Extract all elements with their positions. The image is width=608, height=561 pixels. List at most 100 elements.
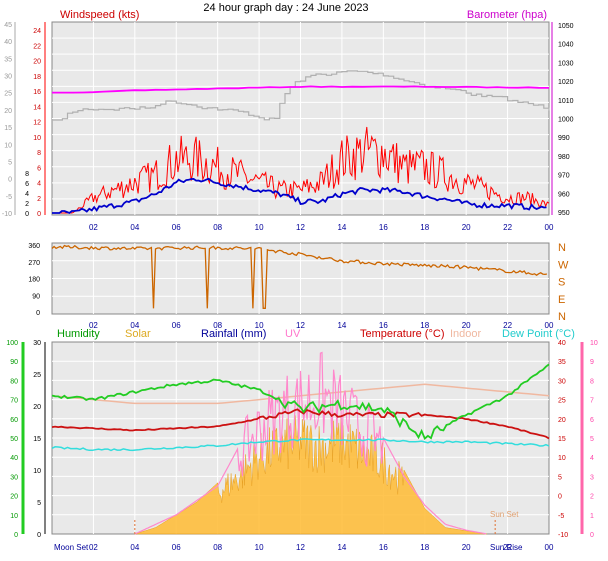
x-tick-label: 04 <box>130 223 139 232</box>
grey-tick-label: 40 <box>4 39 12 46</box>
x-tick-label: 08 <box>213 321 222 330</box>
humidity-tick-label: 0 <box>14 532 18 539</box>
temperature-tick-label: 40 <box>558 340 566 347</box>
x-tick-label: 04 <box>130 321 139 330</box>
rain-tick-label: 5 <box>37 500 41 507</box>
humidity-tick-label: 50 <box>10 436 18 443</box>
left-tick-label: 18 <box>33 74 41 81</box>
grey-tick-label: 5 <box>8 159 12 166</box>
x-tick-label: 16 <box>379 223 388 232</box>
left-tick-label: 10 <box>33 135 41 142</box>
solar-label: Solar <box>125 328 151 340</box>
x-tick-label: 18 <box>420 321 429 330</box>
grey-tick-label: -10 <box>2 211 12 218</box>
right-tick-label: 990 <box>558 135 570 142</box>
humidity-tick-label: 40 <box>10 455 18 462</box>
x-tick-label: 02 <box>89 543 98 552</box>
x-tick-label: 14 <box>337 223 346 232</box>
x-tick-label: 00 <box>545 223 554 232</box>
series-temperature-line <box>51 408 550 440</box>
x-tick-label: 12 <box>296 543 305 552</box>
direction-tick-label: 90 <box>32 293 40 300</box>
uv-label: UV <box>285 328 301 340</box>
x-tick-label: 10 <box>255 223 264 232</box>
humidity-label: Humidity <box>57 328 100 340</box>
x-tick-label: 06 <box>172 543 181 552</box>
inner-tick-label: 4 <box>25 191 29 198</box>
temperature-tick-label: 25 <box>558 398 566 405</box>
series-windspeed-line <box>52 177 547 215</box>
graph-title: 24 hour graph day : 24 June 2023 <box>203 2 368 14</box>
humidity-tick-label: 70 <box>10 398 18 405</box>
x-tick-label: 06 <box>172 223 181 232</box>
uv-tick-label: 7 <box>590 398 594 405</box>
uv-tick-label: 5 <box>590 436 594 443</box>
grey-tick-label: 10 <box>4 142 12 149</box>
compass-tick-label: E <box>558 294 565 306</box>
rain-tick-label: 20 <box>33 404 41 411</box>
grey-tick-label: 0 <box>8 177 12 184</box>
grey-tick-label: 15 <box>4 125 12 132</box>
x-tick-label: 14 <box>337 321 346 330</box>
temperature-tick-label: 30 <box>558 378 566 385</box>
rain-tick-label: 30 <box>33 340 41 347</box>
temperature-tick-label: 5 <box>558 474 562 481</box>
series-direction-line <box>51 244 548 309</box>
x-tick-label: 12 <box>296 223 305 232</box>
dewpoint-label: Dew Point (°C) <box>502 328 575 340</box>
x-tick-label: 10 <box>255 321 264 330</box>
inner-tick-label: 0 <box>25 211 29 218</box>
x-tick-label: 16 <box>379 543 388 552</box>
compass-tick-label: S <box>558 277 565 289</box>
humidity-tick-label: 10 <box>10 513 18 520</box>
rainfall-label: Rainfall (mm) <box>201 328 266 340</box>
temperature-tick-label: -10 <box>558 532 568 539</box>
uv-tick-label: 0 <box>590 532 594 539</box>
temperature-label: Temperature (°C) <box>360 328 444 340</box>
uv-tick-label: 4 <box>590 455 594 462</box>
humidity-tick-label: 100 <box>6 340 18 347</box>
left-tick-label: 4 <box>37 181 41 188</box>
x-tick-label: 22 <box>503 321 512 330</box>
series-humidity-line <box>51 363 550 440</box>
left-tick-label: 24 <box>33 28 41 35</box>
left-tick-label: 22 <box>33 43 41 50</box>
sunrise-label: Sun Rise <box>490 543 523 552</box>
humidity-tick-label: 80 <box>10 378 18 385</box>
uv-tick-label: 1 <box>590 513 594 520</box>
right-tick-label: 1000 <box>558 117 574 124</box>
direction-tick-label: 360 <box>28 243 40 250</box>
uv-tick-label: 3 <box>590 474 594 481</box>
direction-tick-label: 0 <box>36 310 40 317</box>
series-gust-line <box>52 126 550 214</box>
temperature-tick-label: 35 <box>558 359 566 366</box>
inner-tick-label: 8 <box>25 171 29 178</box>
uv-tick-label: 10 <box>590 340 598 347</box>
left-tick-label: 14 <box>33 104 41 111</box>
rain-tick-label: 15 <box>33 436 41 443</box>
x-tick-label: 16 <box>379 321 388 330</box>
x-tick-label: 20 <box>462 223 471 232</box>
series-uv-line <box>134 351 487 535</box>
inner-tick-label: 2 <box>25 201 29 208</box>
indoor-label: Indoor <box>450 328 482 340</box>
left-tick-label: 0 <box>37 211 41 218</box>
right-tick-label: 1050 <box>558 23 574 30</box>
series-dewpoint-line <box>51 438 550 452</box>
grey-tick-label: 20 <box>4 108 12 115</box>
humidity-tick-label: 30 <box>10 474 18 481</box>
x-tick-label: 18 <box>420 543 429 552</box>
left-tick-label: 20 <box>33 59 41 66</box>
x-tick-label: 22 <box>503 223 512 232</box>
x-tick-label: 14 <box>337 543 346 552</box>
moonset-label: Moon Set <box>54 543 89 552</box>
x-tick-label: 00 <box>545 321 554 330</box>
x-tick-label: 20 <box>462 321 471 330</box>
left-tick-label: 16 <box>33 89 41 96</box>
direction-tick-label: 270 <box>28 260 40 267</box>
humidity-tick-label: 60 <box>10 417 18 424</box>
temperature-tick-label: 20 <box>558 417 566 424</box>
compass-tick-label: N <box>558 311 566 323</box>
